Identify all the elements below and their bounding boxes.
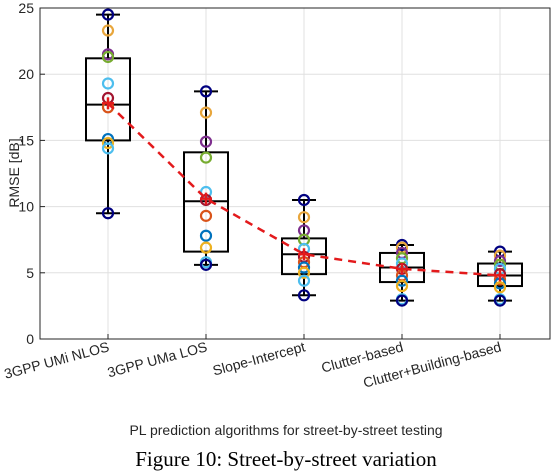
figure-caption: Figure 10: Street-by-street variation xyxy=(135,447,437,471)
data-point xyxy=(395,294,409,307)
mean-line xyxy=(102,97,506,282)
data-point xyxy=(101,136,115,150)
x-tick-label: 3GPP UMi NLOS xyxy=(2,338,110,381)
data-point xyxy=(101,142,115,155)
data-point xyxy=(493,294,507,307)
plot-frame xyxy=(39,7,551,340)
data-point xyxy=(199,229,213,242)
data-point xyxy=(199,241,213,254)
box-body xyxy=(281,237,327,276)
mean-trend-line xyxy=(107,102,501,277)
data-point xyxy=(493,254,507,267)
x-tick-label: Slope-Intercept xyxy=(211,338,307,378)
y-tick-label: 20 xyxy=(18,66,34,82)
y-tick-label: 15 xyxy=(18,132,34,148)
x-tick-label: 3GPP UMa LOS xyxy=(106,338,209,380)
data-point xyxy=(297,289,311,302)
data-point xyxy=(101,77,115,90)
data-point xyxy=(101,50,115,64)
data-point xyxy=(297,274,311,287)
y-tick-label: 5 xyxy=(26,265,34,281)
y-tick-labels: 0 5 10 15 20 25 xyxy=(18,0,45,347)
y-tick-label: 10 xyxy=(18,199,34,215)
data-point xyxy=(395,274,409,287)
y-tick-label: 0 xyxy=(26,331,34,347)
x-axis-label: PL prediction algorithms for street-by-s… xyxy=(129,422,442,438)
data-point xyxy=(199,85,213,98)
data-point xyxy=(101,207,115,220)
data-point xyxy=(101,8,115,21)
data-point xyxy=(199,135,213,148)
y-tick-label: 25 xyxy=(18,0,34,16)
data-point xyxy=(199,209,213,222)
data-point xyxy=(199,106,213,119)
data-point xyxy=(297,266,311,279)
data-point xyxy=(297,211,311,224)
data-point xyxy=(395,279,409,293)
data-point xyxy=(297,193,311,207)
data-point xyxy=(493,281,507,294)
data-point xyxy=(199,258,213,271)
data-point xyxy=(199,151,213,164)
data-point xyxy=(297,261,311,274)
data-point xyxy=(101,24,115,37)
y-axis-label: RMSE [dB] xyxy=(6,138,22,207)
